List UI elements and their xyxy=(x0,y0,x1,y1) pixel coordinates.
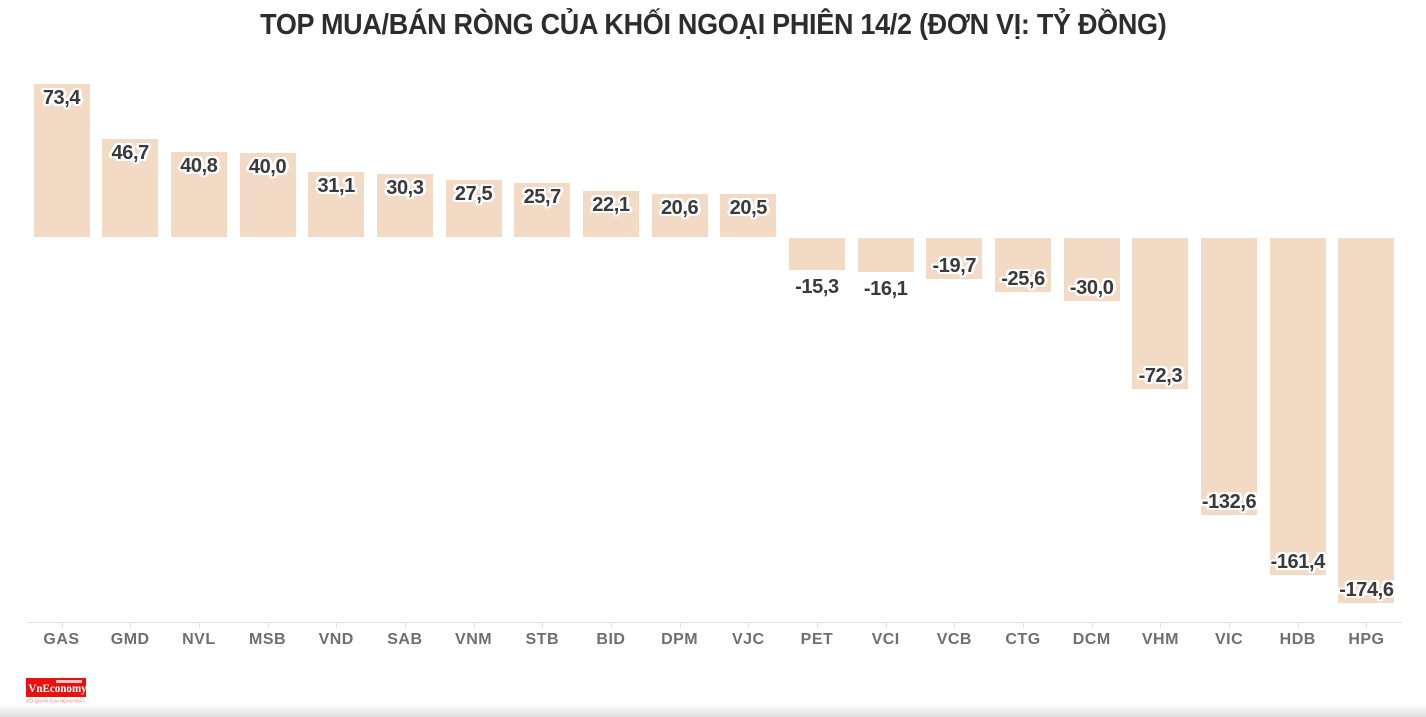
logo-tagline: CƠ QUAN CỦA HỘI KHOA HỌC KINH TẾ VIỆT NA… xyxy=(26,699,85,705)
x-axis-label-CTG: CTG xyxy=(1005,631,1041,648)
x-axis-label-SAB: SAB xyxy=(387,631,423,648)
bar-HPG xyxy=(1338,238,1395,603)
x-axis-label-BID: BID xyxy=(596,631,626,648)
bar-value-label-PET: -15,3 xyxy=(795,275,839,298)
x-axis-tick-DCM xyxy=(1091,622,1093,628)
bottom-fade-gradient xyxy=(0,704,1426,717)
x-axis-label-DCM: DCM xyxy=(1072,631,1111,648)
bar-VIC xyxy=(1201,238,1258,516)
bar-value-label-VHM: -72,3 xyxy=(1138,365,1183,388)
x-axis-label-VHM: VHM xyxy=(1141,631,1179,648)
x-axis-label-GAS: GAS xyxy=(43,631,80,648)
bar-CTG xyxy=(995,238,1052,292)
bar-GAS xyxy=(33,83,90,237)
bar-value-label-NVL: 40,8 xyxy=(180,154,218,177)
bar-VNM xyxy=(445,179,502,237)
x-axis-tick-BID xyxy=(610,622,612,628)
chart-title: TOP MUA/BÁN RÒNG CỦA KHỐI NGOẠI PHIÊN 14… xyxy=(0,9,1426,42)
x-axis-label-DPM: DPM xyxy=(661,631,699,648)
x-axis-label-PET: PET xyxy=(800,631,834,648)
x-axis-tick-VCB xyxy=(954,622,956,628)
vneconomy-logo: VnEconomy xyxy=(26,678,87,697)
x-axis-label-VIC: VIC xyxy=(1214,631,1244,648)
bar-VCI xyxy=(857,238,914,272)
x-axis-tick-NVL xyxy=(198,622,200,628)
x-axis-tick-VNM xyxy=(473,622,475,628)
bar-MSB xyxy=(239,153,296,237)
bar-DPM xyxy=(651,193,708,237)
bar-SAB xyxy=(376,173,433,237)
bar-GMD xyxy=(102,139,159,237)
x-axis-tick-VND xyxy=(336,622,338,628)
bar-VCB xyxy=(926,238,983,280)
x-axis-label-HDB: HDB xyxy=(1279,631,1316,648)
bar-value-label-VJC: 20,5 xyxy=(729,197,768,220)
bar-value-label-HPG: -174,6 xyxy=(1339,578,1394,601)
x-axis-label-NVL: NVL xyxy=(182,631,216,648)
x-axis-tick-STB xyxy=(542,622,544,628)
x-axis-tick-HPG xyxy=(1366,622,1368,628)
x-axis-line xyxy=(27,622,1402,623)
x-axis-tick-VIC xyxy=(1229,622,1231,628)
x-axis-tick-GAS xyxy=(61,622,63,628)
bar-value-label-VNM: 27,5 xyxy=(454,182,493,205)
bar-VND xyxy=(308,172,365,237)
x-axis-label-VJC: VJC xyxy=(731,631,765,648)
x-axis-tick-CTG xyxy=(1023,622,1025,628)
x-axis-label-GMD: GMD xyxy=(110,631,150,648)
bar-BID xyxy=(582,190,639,237)
bar-value-label-MSB: 40,0 xyxy=(248,156,287,179)
x-axis-tick-VHM xyxy=(1160,622,1162,628)
x-axis-label-VND: VND xyxy=(318,631,354,648)
x-axis-tick-MSB xyxy=(267,622,269,628)
bar-value-label-DPM: 20,6 xyxy=(660,196,699,219)
x-axis-label-STB: STB xyxy=(525,631,559,648)
bar-value-label-STB: 25,7 xyxy=(523,186,562,209)
x-axis-tick-VJC xyxy=(748,622,750,628)
bar-value-label-CTG: -25,6 xyxy=(1001,267,1045,290)
bar-value-label-BID: 22,1 xyxy=(592,193,630,216)
x-axis-tick-PET xyxy=(816,622,818,628)
bar-value-label-GAS: 73,4 xyxy=(42,86,81,109)
bar-PET xyxy=(788,238,845,270)
x-axis-label-HPG: HPG xyxy=(1348,631,1385,648)
x-axis-tick-HDB xyxy=(1297,622,1299,628)
bar-value-label-VIC: -132,6 xyxy=(1201,491,1257,514)
bar-value-label-HDB: -161,4 xyxy=(1270,551,1326,574)
bar-VJC xyxy=(720,194,777,237)
x-axis-label-VCI: VCI xyxy=(871,631,900,648)
bar-value-label-VCB: -19,7 xyxy=(932,255,977,278)
bar-value-label-DCM: -30,0 xyxy=(1069,276,1114,299)
x-axis-tick-SAB xyxy=(404,622,406,628)
x-axis-label-VNM: VNM xyxy=(455,631,493,648)
x-axis-label-MSB: MSB xyxy=(249,631,287,648)
bar-value-label-SAB: 30,3 xyxy=(386,176,424,199)
bar-DCM xyxy=(1063,238,1120,301)
x-axis-tick-GMD xyxy=(130,622,132,628)
bar-NVL xyxy=(170,151,227,237)
bar-VHM xyxy=(1132,238,1189,390)
x-axis-label-VCB: VCB xyxy=(936,631,972,648)
bar-value-label-VND: 31,1 xyxy=(317,175,356,197)
logo-wordmark: VnEconomy xyxy=(28,681,87,695)
logo-fine-print xyxy=(56,680,82,683)
bar-HDB xyxy=(1269,238,1326,576)
x-axis-tick-DPM xyxy=(679,622,681,628)
chart-title-text: TOP MUA/BÁN RÒNG CỦA KHỐI NGOẠI PHIÊN 14… xyxy=(259,9,1167,41)
bar-value-label-VCI: -16,1 xyxy=(863,277,908,300)
x-axis-tick-VCI xyxy=(885,622,887,628)
bar-STB xyxy=(514,183,571,237)
bar-value-label-GMD: 46,7 xyxy=(111,142,150,165)
